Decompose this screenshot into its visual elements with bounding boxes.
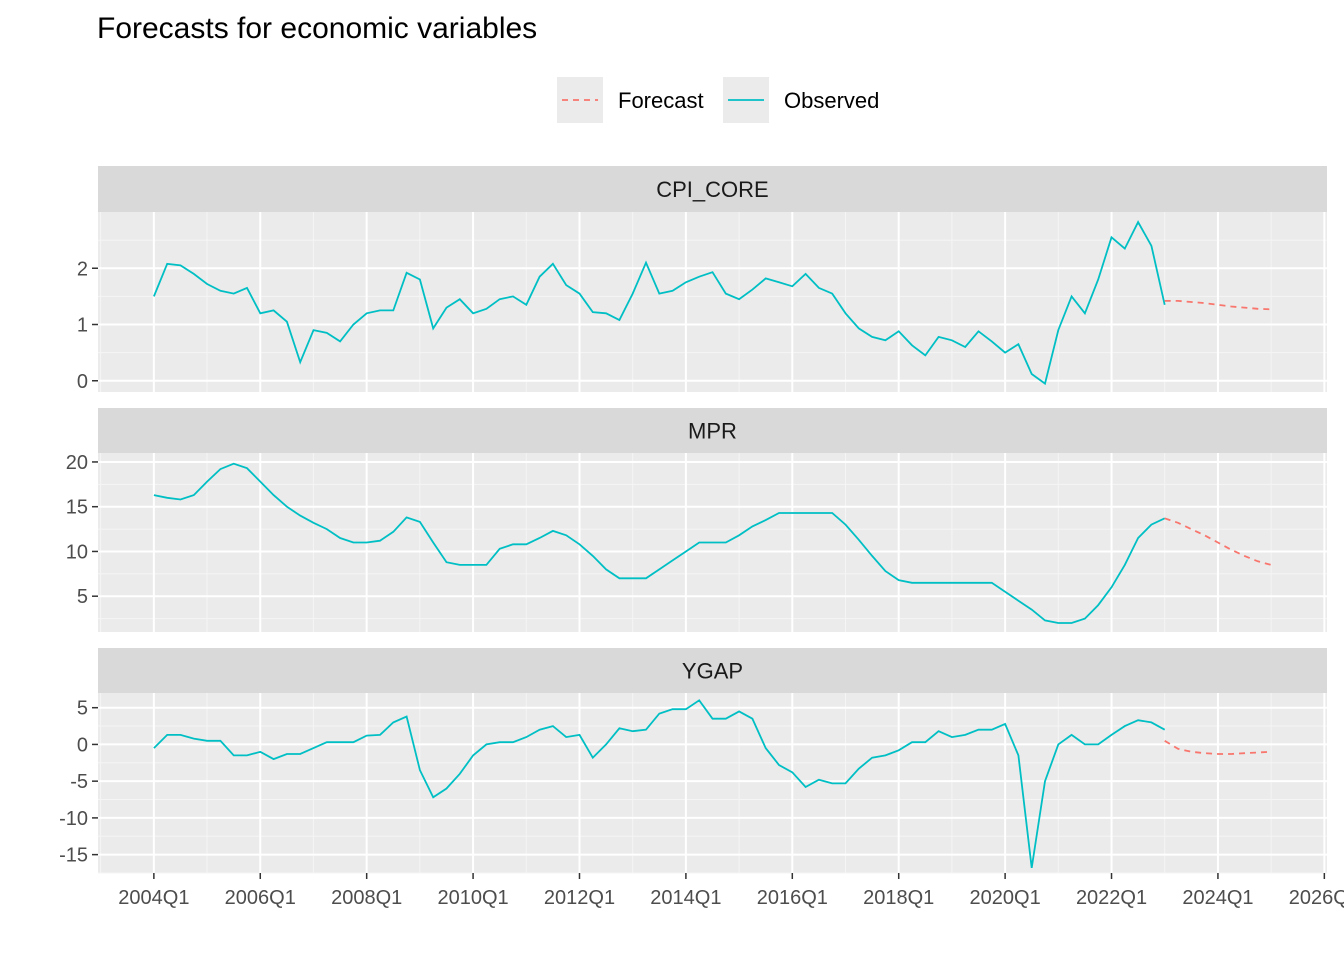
series-line-forecast: [1164, 299, 1272, 311]
x-tick-label: 2020Q1: [970, 887, 1041, 909]
facet-panel-ygap: YGAP -15 -10 -5 0 5: [59, 648, 1327, 874]
legend-forecast-label: Forecast: [618, 88, 704, 113]
x-tick-label: 2024Q1: [1182, 887, 1253, 909]
facet-panel-mpr: MPR 5 10 15 20: [66, 408, 1327, 632]
series-line-observed: [153, 462, 1166, 624]
facet-strip-label: YGAP: [682, 659, 743, 684]
plot-background: [98, 693, 1327, 873]
series-line-forecast: [1164, 517, 1272, 566]
y-tick-label: 15: [66, 497, 88, 519]
series-line-observed: [153, 220, 1166, 386]
x-tick-label: 2016Q1: [757, 887, 828, 909]
chart-title: Forecasts for economic variables: [97, 12, 538, 45]
x-tick-label: 2010Q1: [437, 887, 508, 909]
facet-strip-label: MPR: [688, 419, 737, 444]
facet-strip: [98, 408, 1327, 453]
x-tick-label: 2026Q1: [1289, 887, 1344, 909]
facet-strip: [98, 648, 1327, 693]
x-tick-label: 2008Q1: [331, 887, 402, 909]
facet-strip-label: CPI_CORE: [656, 177, 768, 202]
facet-strip: [98, 166, 1327, 212]
x-tick-label: 2004Q1: [118, 887, 189, 909]
y-tick-label: 0: [77, 371, 88, 393]
legend-observed-label: Observed: [784, 88, 879, 113]
y-tick-label: -5: [70, 771, 88, 793]
plot-background: [98, 212, 1327, 392]
y-tick-label: 10: [66, 541, 88, 563]
y-tick-label: 5: [77, 586, 88, 608]
y-tick-label: 5: [77, 698, 88, 720]
y-tick-label: 0: [77, 734, 88, 756]
x-tick-label: 2014Q1: [650, 887, 721, 909]
y-tick-label: 2: [77, 258, 88, 280]
series-line-observed: [153, 699, 1166, 869]
y-tick-label: 1: [77, 315, 88, 337]
legend: Forecast Observed: [557, 77, 879, 123]
y-tick-label: -15: [59, 845, 88, 867]
x-tick-label: 2006Q1: [225, 887, 296, 909]
series-line-forecast: [1164, 740, 1272, 755]
x-tick-label: 2022Q1: [1076, 887, 1147, 909]
y-tick-label: -10: [59, 808, 88, 830]
x-tick-label: 2018Q1: [863, 887, 934, 909]
y-tick-label: 20: [66, 452, 88, 474]
x-tick-label: 2012Q1: [544, 887, 615, 909]
x-axis: 2004Q1 2006Q1 2008Q1 2010Q1 2012Q1 2014Q1 2016…: [118, 873, 1344, 909]
facet-panel-cpi-core: CPI_CORE 0 1 2: [77, 166, 1327, 393]
